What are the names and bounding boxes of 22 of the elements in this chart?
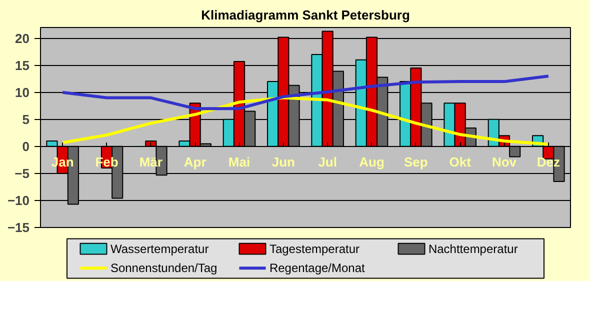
x-tick-label: Apr [184,154,206,170]
x-tick-label: Aug [359,154,384,170]
y-tick-label: 0 [22,138,30,154]
legend-label: Nachttemperatur [428,242,518,256]
y-tick-label: −15 [7,220,30,235]
x-tick-label: Jun [272,154,296,170]
x-tick-label: Mai [228,154,250,170]
legend-label: Sonnenstunden/Tag [110,261,218,276]
x-tick-label: Sep [404,154,428,170]
y-tick-label: 10 [15,84,30,100]
chart-title: Klimadiagramm Sankt Petersburg [201,8,410,22]
y-tick-label: 5 [22,112,30,127]
y-tick-label: 20 [15,30,30,46]
x-tick-label: Okt [449,154,472,170]
x-tick-label: Jul [318,154,337,170]
y-tick-label: −5 [14,166,30,181]
legend-label: Regentage/Monat [269,261,366,276]
legend-label: Tagestemperatur [269,242,360,256]
legend-label: Wassertemperatur [110,242,209,256]
y-tick-label: −10 [7,192,30,208]
y-tick-label: 15 [15,58,30,73]
x-tick-label: Nov [492,154,518,170]
